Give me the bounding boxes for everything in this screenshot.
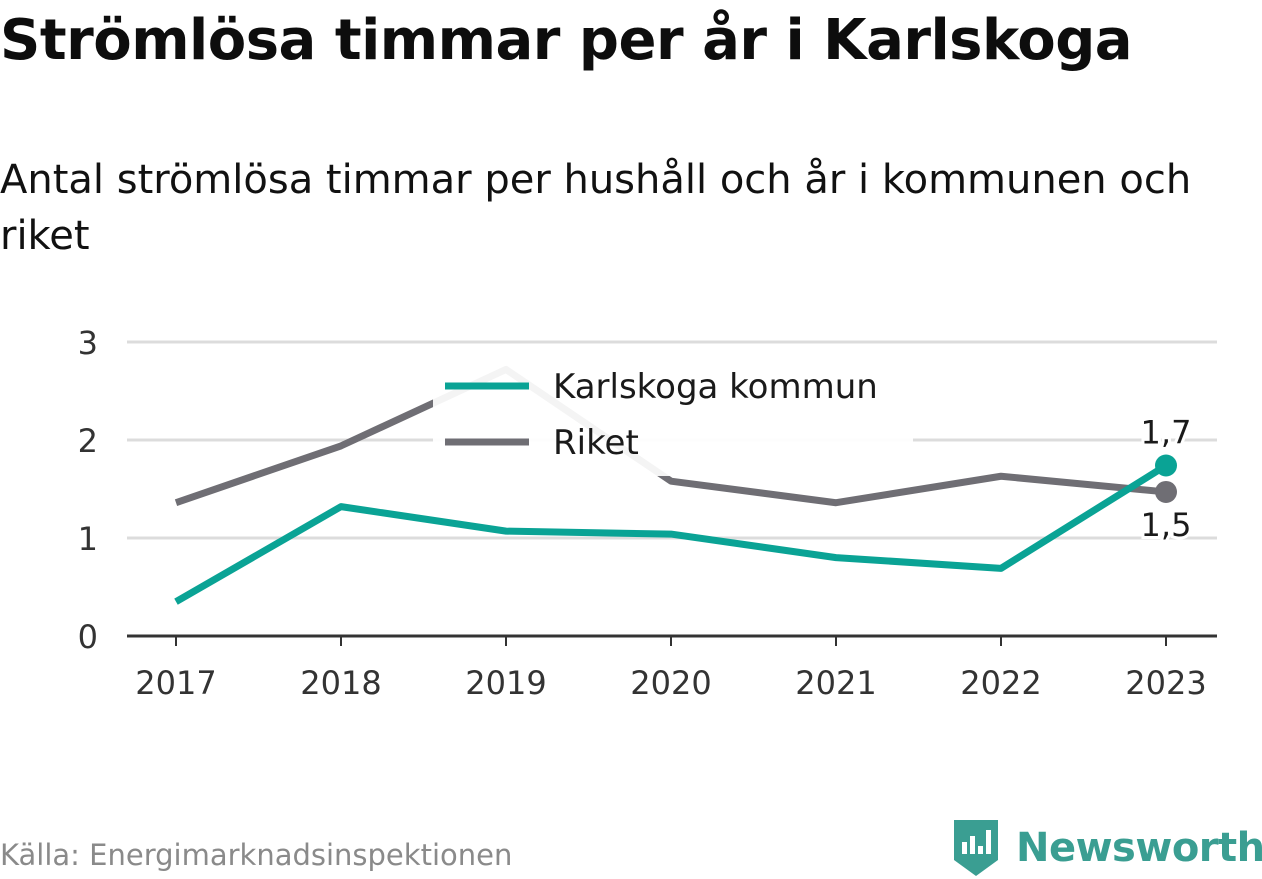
legend-background <box>433 358 913 476</box>
y-tick-label: 2 <box>78 422 98 460</box>
x-tick-label: 2018 <box>300 664 381 702</box>
x-tick-label: 2017 <box>135 664 216 702</box>
chart-subtitle: Antal strömlösa timmar per hushåll och å… <box>0 157 1192 259</box>
series-line <box>174 365 1167 507</box>
brand-name: Newsworthy <box>1016 825 1262 871</box>
line-chart: 0 1 2 3 2017 2018 2019 2020 2021 2022 2023 Karlskog… <box>78 324 1217 702</box>
x-tick-label: 2020 <box>630 664 711 702</box>
chart-title: Strömlösa timmar per år i Karlskoga <box>0 8 1133 73</box>
end-point-label: 1,5 <box>1141 506 1192 544</box>
x-tick-label: 2023 <box>1125 664 1206 702</box>
y-tick-label: 3 <box>78 324 98 362</box>
legend-label: Karlskoga kommun <box>553 367 878 407</box>
x-tick-label: 2019 <box>465 664 546 702</box>
x-tick-label: 2022 <box>960 664 1041 702</box>
x-tick-label: 2021 <box>795 664 876 702</box>
series-line <box>174 462 1168 605</box>
bar-chart-bubble-icon <box>954 820 998 876</box>
newsworthy-logo: Newsworthy <box>950 818 1262 878</box>
end-point-marker <box>1155 480 1177 503</box>
y-tick-label: 0 <box>78 618 98 656</box>
source-note: Källa: Energimarknadsinspektionen <box>0 838 513 872</box>
end-point-marker <box>1155 454 1177 477</box>
end-point-label: 1,7 <box>1141 413 1192 451</box>
y-tick-label: 1 <box>78 520 98 558</box>
legend-label: Riket <box>553 423 639 463</box>
